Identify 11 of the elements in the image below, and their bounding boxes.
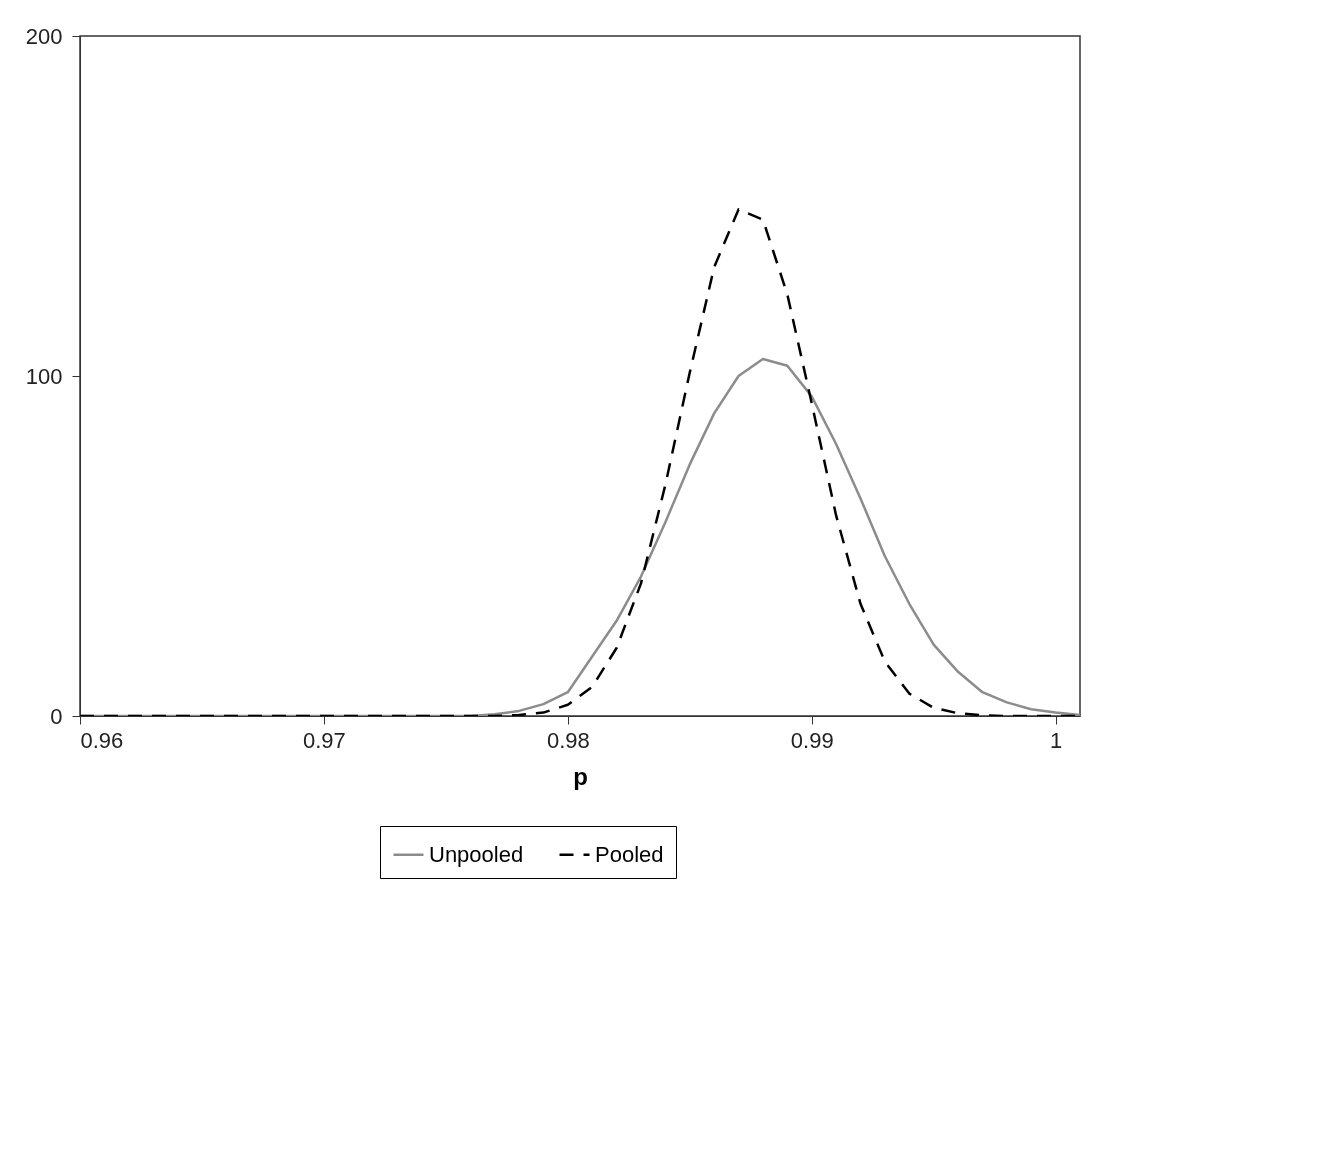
legend-label: Pooled — [595, 841, 664, 867]
x-tick-label: 1 — [1049, 727, 1063, 753]
x-tick-label: 0.99 — [790, 727, 834, 753]
y-tick-label: 0 — [50, 703, 63, 729]
x-tick-label: 0.98 — [546, 727, 590, 753]
y-tick-label: 100 — [25, 363, 63, 389]
legend-label: Unpooled — [429, 841, 524, 867]
x-tick-label: 0.97 — [302, 727, 346, 753]
y-tick-label: 200 — [25, 23, 63, 49]
x-axis-title: p — [573, 762, 588, 790]
x-tick-label: 0.96 — [80, 727, 124, 753]
